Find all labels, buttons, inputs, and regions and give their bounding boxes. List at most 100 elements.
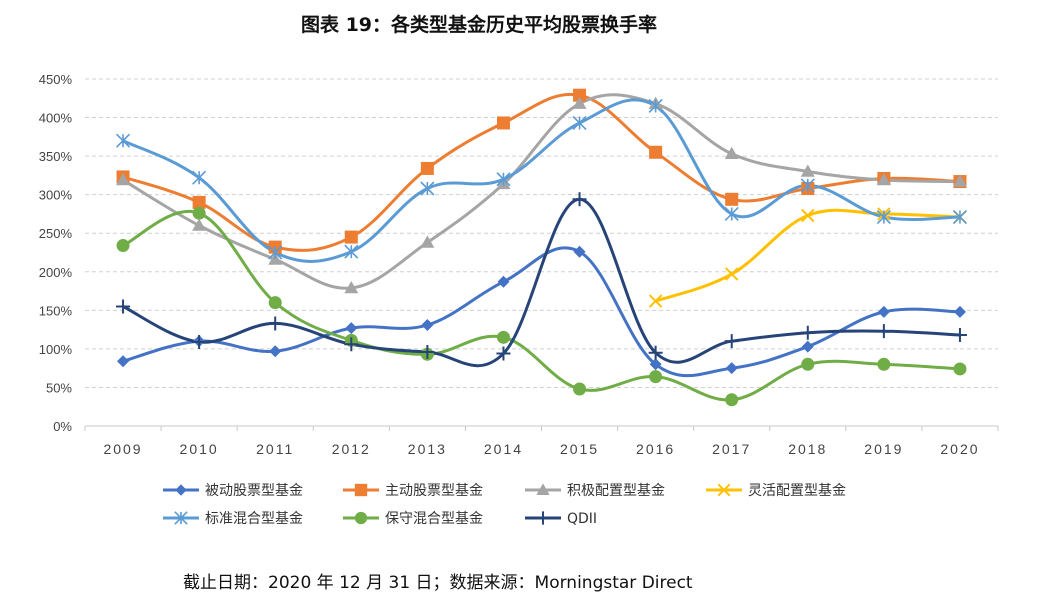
series-5-point [724,206,739,222]
series-1-point [345,322,358,335]
series-3-point [876,173,891,186]
series-lines [121,92,962,402]
series-3-point [572,96,587,109]
series-7-point [876,324,891,339]
series-5-point [420,181,435,196]
series-7-point [420,344,435,359]
series-7-point [572,192,587,207]
series-7-point [952,328,967,343]
y-tick-label: 250% [39,226,73,241]
series-7-point [724,334,739,349]
x-tick-label: 2011 [256,441,294,457]
series-1-point [573,245,586,258]
series-3-point [800,164,815,177]
series-2-point [344,230,358,244]
source-note: 截止日期：2020 年 12 月 31 日；数据来源：Morningstar D… [183,573,693,593]
series-1-point [421,318,434,331]
series-1-point [117,355,130,368]
series-2-point [420,161,434,175]
grid-lines [85,78,998,388]
series-1-point [953,305,966,318]
y-tick-label: 100% [39,342,73,357]
legend-marker [175,484,187,496]
series-2-point [649,145,663,159]
legend-item: 主动股票型基金 [343,482,483,499]
series-6-point [116,239,130,253]
legend-marker [536,483,550,495]
series-3-point [952,174,967,187]
legend-marker [174,511,188,525]
series-5-point [648,98,663,114]
series-5-point [268,245,283,260]
series-5-point [572,115,587,131]
legend-item: QDII [525,511,597,527]
series-1-point [649,358,662,371]
legend-label: 积极配置型基金 [567,482,665,499]
series-3-point [192,218,207,231]
series-6-point [725,393,739,407]
y-tick-label: 150% [39,303,73,318]
series-1-point [877,305,890,318]
series-4-point [801,208,815,223]
series-6-point [268,296,282,310]
legend-marker [717,483,731,497]
y-tick-label: 400% [39,111,73,126]
legend-item: 灵活配置型基金 [706,482,846,499]
x-tick-label: 2013 [408,441,447,457]
series-5-point [952,209,968,225]
series-1-point [497,275,510,288]
series-6-point [496,330,510,344]
x-tick-label: 2009 [103,441,142,457]
x-tick-label: 2020 [940,441,979,457]
legend-item: 保守混合型基金 [343,510,483,527]
series-7-point [344,337,359,352]
x-tick-label: 2010 [180,441,219,457]
series-1-point [725,362,738,375]
x-axis: 2009 2010 2011 2012 2013 2014 2015 2016 2017 2018… [84,425,999,457]
legend-item: 积极配置型基金 [525,482,665,499]
series-6-point [649,370,663,384]
series-3-point [420,235,435,248]
legend-label: QDII [567,511,597,527]
series-6-point [953,362,967,376]
series-4-point [648,294,663,308]
y-axis: 0% 50% 100% 150% 200% 250% 300% 350% 400% 450% [39,72,73,434]
legend-item: 标准混合型基金 [163,510,303,527]
x-tick-label: 2012 [332,441,371,457]
legend-label: 灵活配置型基金 [748,482,846,499]
legend-label: 主动股票型基金 [385,482,483,499]
series-3-point [724,146,739,160]
series-7-point [800,325,815,340]
series-5-point [192,170,207,185]
series-7-point [116,299,131,314]
y-tick-label: 300% [39,188,73,203]
series-line-5 [121,98,962,263]
x-tick-label: 2015 [560,441,599,457]
series-7-point [648,345,663,360]
series-6-point [192,206,206,220]
series-1-point [269,345,282,358]
series-5-point [876,209,891,225]
y-tick-label: 350% [39,149,73,164]
series-2-point [192,195,206,209]
series-line-4 [654,208,962,303]
x-tick-label: 2019 [864,441,903,457]
series-line-7 [121,197,962,368]
series-7-point [192,334,207,349]
legend-marker [354,511,368,525]
line-chart: 0% 50% 100% 150% 200% 250% 300% 350% 400% 450% 20… [39,72,999,527]
series-4-point [725,267,739,281]
y-tick-label: 0% [53,419,72,434]
x-tick-label: 2018 [788,441,827,457]
x-tick-label: 2017 [712,441,751,457]
series-5-point [115,133,131,148]
x-tick-label: 2014 [484,441,523,457]
series-7-point [496,346,511,361]
series-5-point [344,244,359,259]
legend-marker [354,483,368,497]
legend-marker [536,511,550,525]
x-tick-label: 2016 [636,441,675,457]
series-6-point [573,382,587,396]
series-6-point [801,357,815,371]
series-line-6 [121,209,962,402]
